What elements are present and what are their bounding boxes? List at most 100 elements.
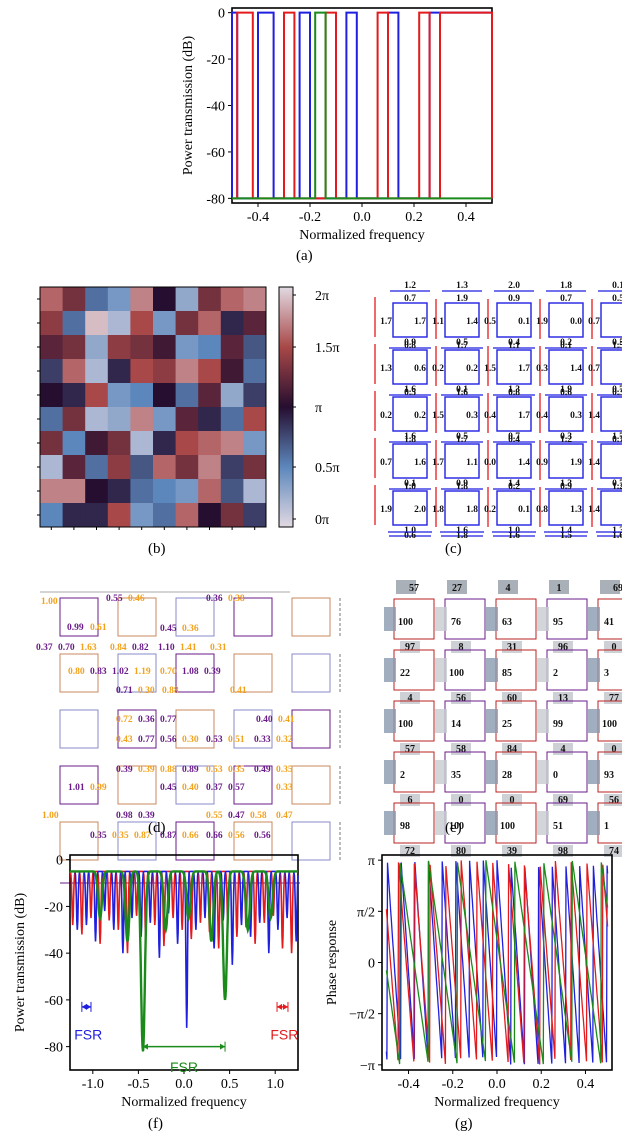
- heatmap-cell: [243, 383, 267, 408]
- heatmap-cell: [40, 503, 64, 528]
- diagram-d-label: 0.32: [276, 735, 293, 745]
- y-tick-label: 0: [368, 957, 375, 972]
- diagram-d-label: 0.31: [210, 643, 227, 653]
- ring-square: [548, 490, 584, 526]
- ring-square: [597, 649, 622, 691]
- diagram-e-label: 69: [613, 583, 622, 594]
- heatmap-cell: [130, 431, 154, 456]
- diagram-c-label: 0.6: [414, 364, 426, 374]
- heatmap-cell: [198, 359, 222, 384]
- diagram-c-label: 0.2: [380, 411, 392, 421]
- x-tick-label: -1.0: [82, 1077, 104, 1092]
- heatmap-cell: [40, 455, 64, 480]
- diagram-c-label: 1.0: [404, 526, 416, 536]
- diagram-d-label: 0.99: [90, 783, 107, 793]
- diagram-d-label: 1.19: [134, 667, 151, 677]
- diagram-c-label: 0.4: [536, 411, 548, 421]
- chart-a-frame: [231, 7, 493, 204]
- diagram-c-label: 1.2: [560, 435, 572, 445]
- heatmap-cell: [175, 335, 199, 360]
- y-tick-label: -80: [44, 1041, 63, 1056]
- diagram-c-label: 0.9: [508, 294, 520, 304]
- gray-block: [396, 580, 416, 594]
- diagram-d-label: 0.89: [182, 765, 199, 775]
- diagram-d-label: 0.39: [116, 765, 133, 775]
- diagram-e-label: 56: [456, 693, 466, 704]
- heatmap-cell: [243, 479, 267, 504]
- heatmap-cell: [62, 359, 86, 384]
- diagram-e-label: 100: [449, 821, 464, 832]
- x-tick-label: 0.4: [457, 210, 475, 225]
- heatmap-cell: [198, 455, 222, 480]
- heatmap-cell: [40, 311, 64, 336]
- y-axis-label: Phase response: [325, 920, 340, 1005]
- colorbar-label: 1.5π: [315, 341, 340, 356]
- colorbar: [278, 286, 294, 528]
- series-line-green: [232, 11, 492, 200]
- heatmap-cell: [62, 503, 86, 528]
- diagram-c-label: 0.7: [380, 458, 392, 468]
- y-tick-label: −π/2: [349, 1008, 375, 1023]
- heatmap-cell: [198, 431, 222, 456]
- diagram-e-label: 27: [452, 583, 462, 594]
- diagram-c-label: 0.5: [612, 294, 622, 304]
- diagram-c-label: 1.3: [508, 385, 520, 395]
- diagram-d-label: 0.37: [36, 643, 53, 653]
- ring-square: [291, 709, 331, 749]
- panel-label-f: (f): [148, 1116, 163, 1132]
- diagram-c-label: 1.0: [508, 526, 520, 536]
- gray-block: [588, 811, 600, 835]
- gray-block: [384, 811, 396, 835]
- ring-square: [59, 653, 99, 693]
- diagram-d-label: 0.33: [276, 783, 293, 793]
- diagram-e-label: 85: [502, 668, 512, 679]
- diagram-c-label: 0.2: [560, 338, 572, 348]
- gray-block: [435, 709, 447, 733]
- ring-square: [233, 709, 273, 749]
- diagram-c-label: 1.9: [536, 317, 548, 327]
- heatmap-cell: [243, 311, 267, 336]
- gray-block: [451, 845, 471, 857]
- diagram-c-label: 1.6: [508, 531, 520, 541]
- diagram-c-label: 1.2: [612, 482, 622, 492]
- diagram-d-label: 0.36: [182, 624, 199, 634]
- ring-square: [392, 349, 428, 385]
- diagram-d-label: 0.39: [138, 811, 155, 821]
- diagram-e-label: 22: [400, 668, 410, 679]
- heatmap-cell: [85, 287, 109, 312]
- diagram-e-label: 0: [612, 744, 617, 755]
- ring-square: [392, 490, 428, 526]
- heatmap-cell: [220, 383, 244, 408]
- diagram-c-label: 0.2: [484, 505, 496, 515]
- x-axis-label: Normalized frequency: [121, 1095, 247, 1110]
- diagram-e-label: 60: [507, 693, 517, 704]
- heatmap-cell: [220, 431, 244, 456]
- diagram-e-label: 1: [557, 583, 562, 594]
- diagram-e-label: 97: [405, 642, 415, 653]
- diagram-c-label: 0.1: [404, 479, 416, 489]
- heatmap-cell: [40, 359, 64, 384]
- diagram-c-label: 1.9: [570, 458, 582, 468]
- ring-square: [392, 302, 428, 338]
- diagram-c-label: 1.5: [612, 341, 622, 351]
- diagram-c-label: 1.6: [612, 531, 622, 541]
- heatmap-cell: [62, 383, 86, 408]
- fsr-arrow-red-head: [282, 1003, 288, 1010]
- diagram-e-label: 63: [502, 617, 512, 628]
- x-tick-label: 0.0: [353, 210, 371, 225]
- gray-block: [384, 607, 396, 631]
- diagram-c-label: 0.7: [404, 294, 416, 304]
- diagram-c-label: 1.3: [456, 281, 468, 291]
- diagram-c-label: 0.2: [466, 364, 478, 374]
- diagram-d-label: 0.87: [134, 831, 151, 841]
- ring-square: [59, 709, 99, 749]
- diagram-d-label: 0.45: [160, 783, 177, 793]
- diagram-e-label: 6: [408, 795, 413, 806]
- heatmap-cell: [107, 455, 131, 480]
- diagram-c-label: 1.9: [380, 505, 392, 515]
- gray-block: [604, 845, 622, 857]
- ring-square: [175, 709, 215, 749]
- diagram-e-label: 2: [400, 770, 405, 781]
- y-tick-label: π: [368, 854, 375, 869]
- diagram-e-label: 31: [507, 642, 517, 653]
